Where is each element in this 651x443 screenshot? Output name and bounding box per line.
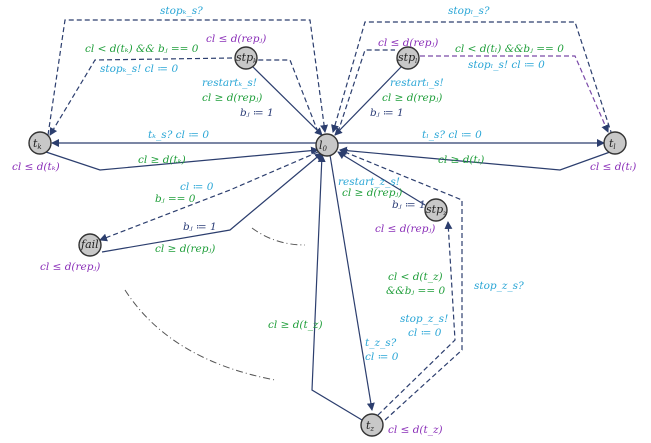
label-cl-rep-k: cl ≤ d(repⱼ) <box>206 33 266 45</box>
label-tz-reset: cl ≔ 0 <box>365 351 399 363</box>
node-fail-label: fail <box>80 238 99 251</box>
node-stpz <box>424 198 448 222</box>
label-guard-k: cl < d(tₖ) && bⱼ == 0 <box>85 43 199 55</box>
edge-stpz-restart <box>337 151 426 206</box>
label-tl-return: cl ≥ d(tₗ) <box>438 154 484 166</box>
label-guard-l: cl < d(tₗ) &&bⱼ == 0 <box>455 43 564 55</box>
node-stpk <box>234 46 258 70</box>
label-tl-inv: cl ≤ d(tₗ) <box>590 161 636 173</box>
edge-stopk-send <box>49 57 233 136</box>
label-restart-k: restartₖ_s! <box>202 77 257 89</box>
edge-fail-in <box>99 151 319 242</box>
label-fail-inv: cl ≤ d(repⱼ) <box>40 261 100 273</box>
label-stopk-send: stopₖ_s! cl ≔ 0 <box>100 63 178 75</box>
edge-stopz-top <box>339 148 463 421</box>
edge-stopk-inner <box>240 59 319 133</box>
edge-tk-return <box>45 146 319 171</box>
arc-dashdot-2 <box>124 289 276 381</box>
node-tl-label: tl <box>609 137 616 151</box>
node-tk <box>28 131 52 155</box>
edge-restart-k <box>251 65 323 136</box>
label-restart-l: restartₗ_s! <box>390 77 444 89</box>
label-tk-return: cl ≥ d(tₖ) <box>138 154 186 166</box>
edge-tz-return <box>311 154 363 421</box>
node-tz <box>360 413 384 437</box>
label-tk-sync: tₖ_s? cl ≔ 0 <box>148 129 209 141</box>
node-fail <box>78 233 102 257</box>
edge-stopl-inner <box>337 49 395 133</box>
label-stopl-top: stopₗ_s? <box>448 5 490 17</box>
edge-stopz-send <box>377 221 456 416</box>
label-z-guard1: cl < d(t_z) <box>388 271 443 283</box>
label-tk-inv: cl ≤ d(tₖ) <box>12 161 60 173</box>
label-stopl-send: stopₗ_s! cl ≔ 0 <box>468 59 545 71</box>
node-stpl-label: stpl <box>398 51 417 65</box>
label-tz-inv: cl ≤ d(t_z) <box>388 424 443 436</box>
node-tz-label: tz <box>366 419 374 433</box>
node-tk-label: tk <box>33 137 42 151</box>
arc-dashdot-1 <box>251 227 306 246</box>
node-stpz-label: stpz <box>426 203 447 217</box>
node-l0 <box>315 133 339 157</box>
node-tl <box>603 131 627 155</box>
label-fail-guard: bⱼ == 0 <box>155 193 196 205</box>
edge-fail-return <box>101 152 323 253</box>
label-stopz-reset: cl ≔ 0 <box>408 327 442 339</box>
label-restart-l-guard: cl ≥ d(repⱼ) <box>382 92 442 104</box>
label-fail-return: cl ≥ d(repⱼ) <box>155 243 215 255</box>
label-cl-rep-l: cl ≤ d(repⱼ) <box>378 37 438 49</box>
label-tl-sync: tₗ_s? cl ≔ 0 <box>422 129 482 141</box>
label-stopz-send: stop_z_s! <box>400 313 448 325</box>
label-restart-k-guard: cl ≥ d(repⱼ) <box>202 92 262 104</box>
label-restart-z-guard: cl ≥ d(repⱼ) <box>342 187 402 199</box>
edge-stopl-top <box>331 21 613 136</box>
node-l0-label: l0 <box>319 139 328 153</box>
edge-tz-sync <box>329 154 375 411</box>
label-stopk-top: stopₖ_s? <box>160 5 203 17</box>
label-restart-k-reset: bⱼ ≔ 1 <box>240 107 274 119</box>
label-fail-reset: cl ≔ 0 <box>180 181 214 193</box>
edge-restart-l <box>334 65 403 136</box>
label-tz-return: cl ≥ d(t_z) <box>268 319 323 331</box>
node-stpk-label: stpk <box>236 51 257 65</box>
label-restart-l-reset: bⱼ ≔ 1 <box>370 107 404 119</box>
label-fail-b: bⱼ ≔ 1 <box>183 221 217 233</box>
label-restart-z-reset: bⱼ ≔ 1 <box>392 199 426 211</box>
edge-stopl-send <box>420 55 609 133</box>
label-tz-sync: t_z_s? <box>365 337 397 349</box>
label-stpz-inv: cl ≤ d(repⱼ) <box>375 223 435 235</box>
node-stpl <box>396 46 420 70</box>
label-z-guard2: &&bⱼ == 0 <box>386 285 445 297</box>
label-restart-z: restart_z_s! <box>338 176 400 188</box>
edge-tl-return <box>339 146 611 171</box>
edge-stopk-top <box>47 19 329 136</box>
label-stopz-top: stop_z_s? <box>474 280 524 292</box>
